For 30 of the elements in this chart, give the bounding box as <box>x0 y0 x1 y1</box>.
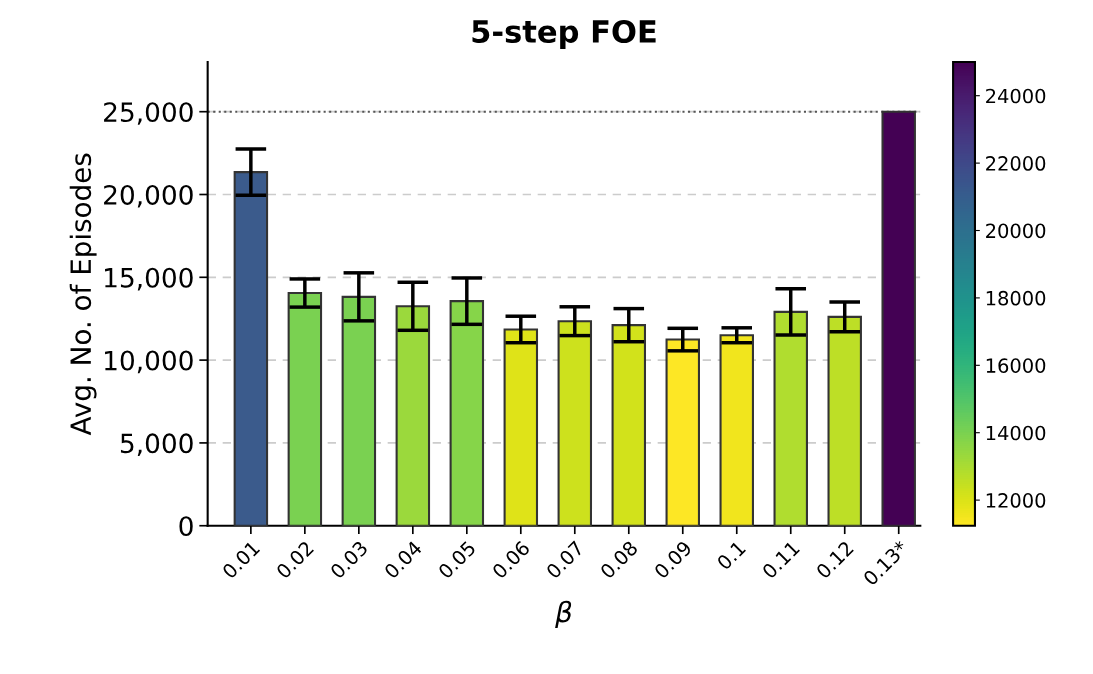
bar <box>719 334 754 526</box>
x-tick-label: 0.1 <box>716 540 747 571</box>
color-bar-label: 16000 <box>986 358 1046 373</box>
y-tick-label: 15,000 <box>105 267 193 291</box>
y-tick-label: 20,000 <box>104 184 193 208</box>
bar <box>395 305 431 526</box>
bar <box>611 324 647 526</box>
y-tick-label: 5,000 <box>120 433 193 457</box>
x-axis-title: β <box>555 600 572 628</box>
y-tick-label: 25,000 <box>104 102 193 125</box>
color-bar-label: 18000 <box>986 290 1046 306</box>
color-bar-label: 24000 <box>986 88 1046 104</box>
bar <box>449 300 485 526</box>
color-bar-label: 12000 <box>986 493 1046 508</box>
bar <box>881 110 916 526</box>
bar <box>503 328 539 526</box>
color-bar-label: 22000 <box>986 156 1046 171</box>
bar <box>233 171 269 526</box>
bar <box>773 310 808 526</box>
color-bar-label: 20000 <box>986 223 1046 239</box>
y-tick-label: 10,000 <box>105 350 193 374</box>
y-axis-title: Avg. No. of Episodes <box>69 153 97 436</box>
bar <box>287 292 323 526</box>
chart-title: 5-step FOE <box>472 19 656 49</box>
bar <box>557 320 593 526</box>
y-tick-label: 0 <box>179 516 193 537</box>
bar <box>827 315 862 526</box>
bar <box>341 295 377 526</box>
color-bar-label: 14000 <box>986 425 1046 441</box>
bar <box>665 338 700 526</box>
